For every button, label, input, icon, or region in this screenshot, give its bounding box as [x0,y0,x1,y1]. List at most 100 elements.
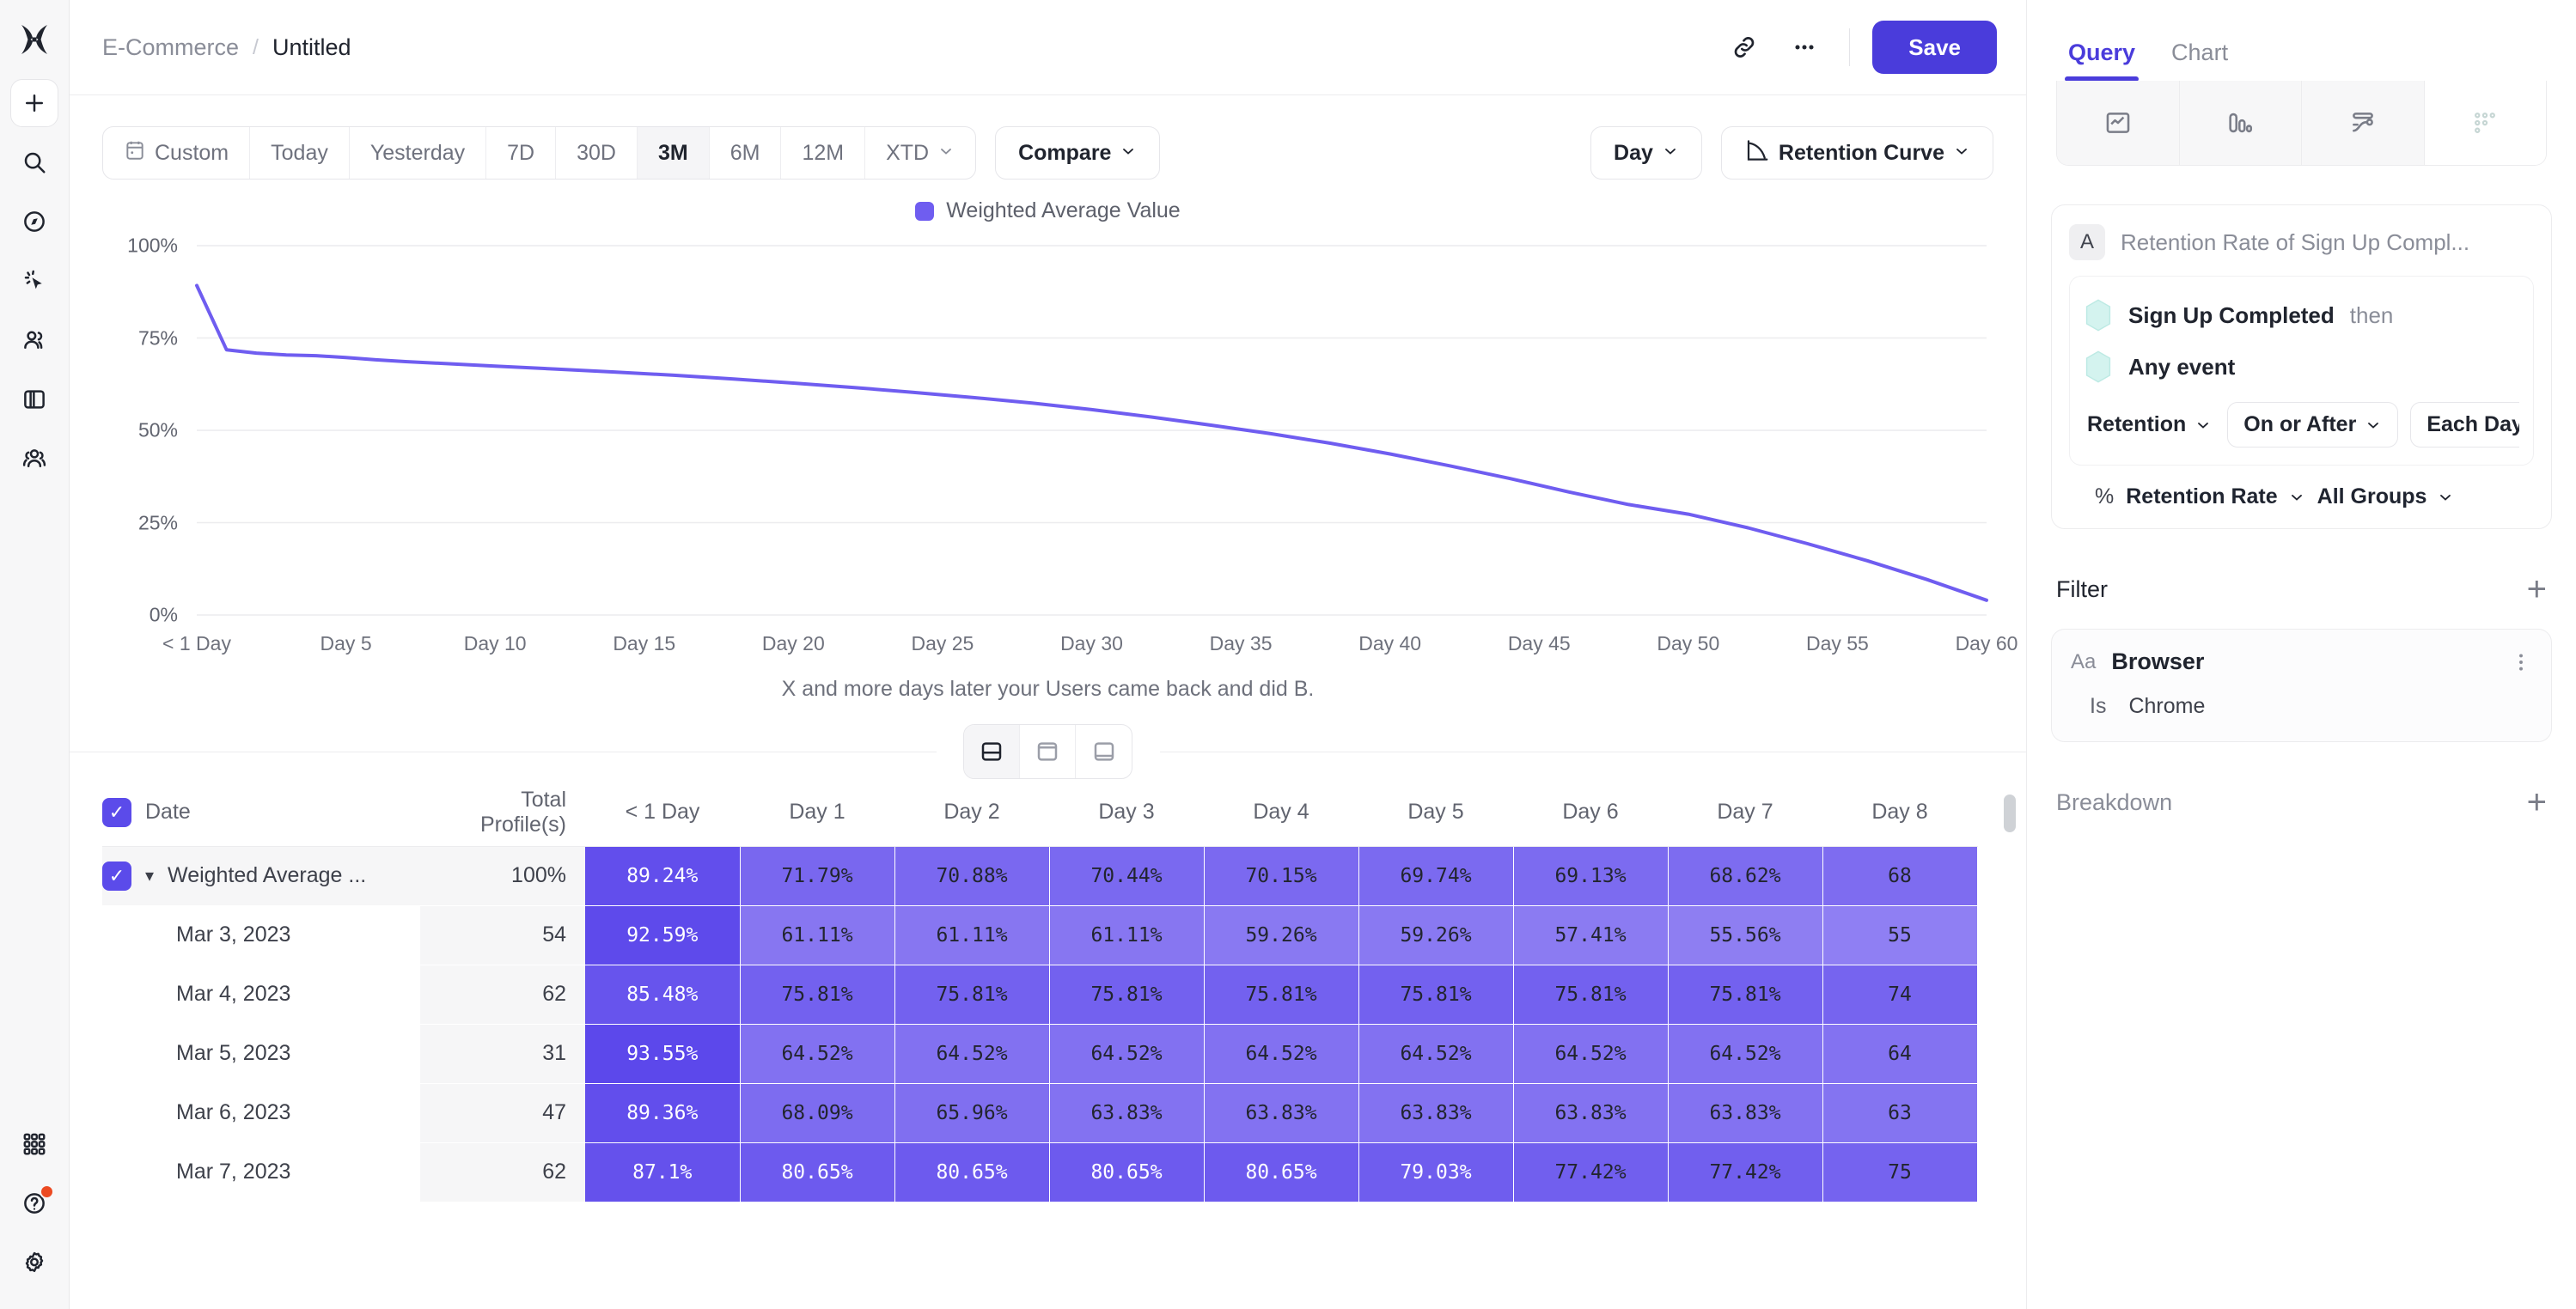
table-cell-retention[interactable]: 77.42% [1513,1142,1669,1202]
table-cell-retention[interactable]: 64.52% [740,1024,895,1084]
retention-type-select[interactable]: Retention [2084,407,2215,442]
table-cell-retention[interactable]: 70.44% [1049,846,1205,906]
table-cell-retention[interactable]: 61.11% [740,905,895,965]
table-cell-retention[interactable]: 75.81% [1358,965,1514,1025]
range-7d-button[interactable]: 7D [486,127,557,179]
table-cell-retention[interactable]: 64 [1822,1024,1978,1084]
table-header-date[interactable]: ✓ Date [102,779,420,847]
cohorts-button[interactable] [10,435,58,483]
table-cell-retention[interactable]: 64.52% [1668,1024,1823,1084]
kebab-menu-icon[interactable] [2510,651,2532,673]
table-header-day[interactable]: Day 2 [894,779,1049,847]
view-flow-button[interactable] [2302,81,2425,165]
retention-table-wrap[interactable]: ✓ Date Total Profile(s) < 1 Day Day 1 Day 2 Da… [70,779,2026,1309]
range-12m-button[interactable]: 12M [781,127,866,179]
chart-type-select[interactable]: Retention Curve [1720,126,1993,180]
table-cell-retention[interactable]: 93.55% [585,1024,741,1084]
table-cell-retention[interactable]: 64.52% [894,1024,1050,1084]
query-title-row[interactable]: A Retention Rate of Sign Up Compl... [2069,224,2534,260]
filter-card[interactable]: Aa Browser Is Chrome [2051,629,2552,742]
table-cell-retention[interactable]: 79.03% [1358,1142,1514,1202]
table-cell-retention[interactable]: 80.65% [894,1142,1050,1202]
add-breakdown-button[interactable]: + [2526,783,2547,821]
table-cell-retention[interactable]: 61.11% [894,905,1050,965]
help-button[interactable] [10,1179,58,1227]
table-cell-retention[interactable]: 75 [1822,1142,1978,1202]
app-logo-icon[interactable] [10,15,58,64]
breadcrumb-parent[interactable]: E-Commerce [102,33,240,60]
apps-grid-button[interactable] [10,1120,58,1168]
table-row[interactable]: Mar 6, 2023 47 89.36% 68.09% 65.96% 63.83% 63.… [102,1083,1978,1143]
link-icon[interactable] [1722,25,1767,70]
view-bar-chart-button[interactable] [2179,81,2302,165]
table-vertical-scrollbar[interactable] [2004,795,2016,832]
table-row[interactable]: Mar 4, 2023 62 85.48% 75.81% 75.81% 75.81% 75.… [102,965,1978,1025]
table-header-day[interactable]: Day 4 [1204,779,1358,847]
boards-button[interactable] [10,375,58,423]
table-cell-date[interactable]: Mar 3, 2023 [102,905,420,965]
table-cell-retention[interactable]: 63.83% [1513,1083,1669,1143]
table-cell-retention[interactable]: 69.13% [1513,846,1669,906]
table-cell-retention[interactable]: 80.65% [1049,1142,1205,1202]
tab-chart[interactable]: Chart [2171,40,2229,65]
table-header-day[interactable]: Day 5 [1358,779,1513,847]
table-cell-retention[interactable]: 64.52% [1049,1024,1205,1084]
table-cell-retention[interactable]: 63.83% [1204,1083,1359,1143]
table-cell-retention[interactable]: 55 [1822,905,1978,965]
compare-button[interactable]: Compare [995,126,1161,180]
table-cell-retention[interactable]: 75.81% [740,965,895,1025]
settings-button[interactable] [10,1239,58,1287]
table-header-day[interactable]: Day 6 [1513,779,1668,847]
table-cell-retention[interactable]: 57.41% [1513,905,1669,965]
metric-select[interactable]: Retention Rate [2126,484,2304,509]
table-cell-retention[interactable]: 63.83% [1049,1083,1205,1143]
row-checkbox[interactable]: ✓ [102,861,131,891]
table-cell-retention[interactable]: 75.81% [1204,965,1359,1025]
table-cell-date[interactable]: ✓ ▾ Weighted Average ... [102,846,420,905]
groups-select[interactable]: All Groups [2317,484,2455,509]
granularity-select[interactable]: Day [1590,126,1702,180]
filter-condition-row[interactable]: Is Chrome [2071,694,2532,719]
table-aggregate-row[interactable]: ✓ ▾ Weighted Average ... 100% 89.24% 71.79% 70… [102,846,1978,906]
table-cell-retention[interactable]: 65.96% [894,1083,1050,1143]
table-cell-retention[interactable]: 64.52% [1204,1024,1359,1084]
table-cell-retention[interactable]: 55.56% [1668,905,1823,965]
select-all-checkbox[interactable]: ✓ [102,797,131,827]
add-filter-button[interactable]: + [2526,570,2547,608]
table-row[interactable]: Mar 5, 2023 31 93.55% 64.52% 64.52% 64.52% 64.… [102,1024,1978,1084]
query-event-row[interactable]: Sign Up Completed then [2084,292,2519,344]
table-cell-retention[interactable]: 69.74% [1358,846,1514,906]
retention-window-select[interactable]: On or After [2227,402,2399,447]
range-3m-button[interactable]: 3M [637,127,710,179]
table-cell-retention[interactable]: 92.59% [585,905,741,965]
table-cell-retention[interactable]: 68.62% [1668,846,1823,906]
range-yesterday-button[interactable]: Yesterday [350,127,487,179]
table-cell-retention[interactable]: 75.81% [1513,965,1669,1025]
table-cell-date[interactable]: Mar 7, 2023 [102,1142,420,1202]
table-header-day[interactable]: < 1 Day [585,779,740,847]
tab-query[interactable]: Query [2056,40,2147,82]
table-cell-retention[interactable]: 87.1% [585,1142,741,1202]
table-cell-retention[interactable]: 74 [1822,965,1978,1025]
table-cell-retention[interactable]: 59.26% [1358,905,1514,965]
range-30d-button[interactable]: 30D [556,127,638,179]
range-xtd-button[interactable]: XTD [865,127,975,179]
table-cell-retention[interactable]: 70.15% [1204,846,1359,906]
table-header-total-profiles[interactable]: Total Profile(s) [420,779,585,847]
table-cell-retention[interactable]: 75.81% [1668,965,1823,1025]
interactions-button[interactable] [10,257,58,305]
table-cell-retention[interactable]: 61.11% [1049,905,1205,965]
table-cell-retention[interactable]: 70.88% [894,846,1050,906]
table-row[interactable]: Mar 7, 2023 62 87.1% 80.65% 80.65% 80.65% 80.6… [102,1142,1978,1202]
table-cell-retention[interactable]: 63.83% [1668,1083,1823,1143]
layout-split-button[interactable] [964,725,1020,778]
table-header-day[interactable]: Day 8 [1822,779,1977,847]
table-cell-retention[interactable]: 64.52% [1513,1024,1669,1084]
table-header-day[interactable]: Day 7 [1668,779,1822,847]
table-cell-date[interactable]: Mar 4, 2023 [102,965,420,1024]
table-cell-retention[interactable]: 89.24% [585,846,741,906]
table-header-day[interactable]: Day 1 [740,779,894,847]
table-cell-retention[interactable]: 68 [1822,846,1978,906]
table-cell-retention[interactable]: 71.79% [740,846,895,906]
table-cell-retention[interactable]: 75.81% [1049,965,1205,1025]
